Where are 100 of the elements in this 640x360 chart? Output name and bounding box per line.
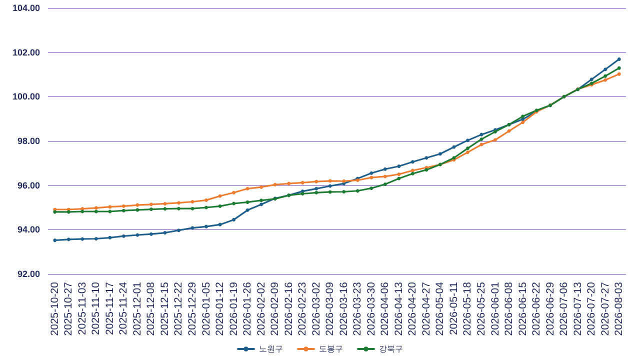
point [370,176,374,180]
point [204,206,208,210]
x-tick-label: 2025-12-01 [131,282,144,336]
point [190,200,194,204]
point [521,120,525,124]
point [410,168,414,172]
legend-label: 도봉구 [319,344,343,354]
x-tick-label: 2026-07-13 [572,282,584,336]
point [397,172,401,176]
x-tick-label: 2026-06-01 [489,282,502,336]
point [260,202,264,206]
point [604,74,608,78]
point [466,138,470,142]
x-tick-label: 2026-04-13 [392,282,405,336]
y-tick-label: 92.00 [17,269,40,279]
point [246,200,250,204]
point [136,208,140,212]
point [424,156,428,160]
x-tick-label: 2026-01-05 [200,282,212,336]
point [176,201,180,205]
point [287,182,291,186]
point [218,204,222,208]
point [328,184,332,188]
x-tick-label: 2026-06-08 [503,282,516,336]
point [176,228,180,232]
point [190,206,194,210]
point [232,190,236,194]
x-tick-label: 2026-03-02 [310,282,322,336]
point [122,208,126,212]
point [66,238,70,242]
point [273,182,277,186]
point [356,189,360,193]
point [438,152,442,156]
x-tick-label: 2026-01-12 [214,282,226,336]
x-tick-label: 2026-02-16 [282,282,295,336]
point [370,186,374,190]
x-tick-label: 2026-04-20 [406,282,419,336]
point [383,167,387,171]
y-tick-label: 94.00 [17,224,40,235]
x-tick-label: 2026-05-25 [476,282,488,336]
x-tick-label: 2026-05-18 [462,282,474,336]
point [94,237,98,241]
point [342,179,346,183]
x-tick-label: 2026-07-20 [586,282,598,336]
point [176,206,180,210]
point [466,150,470,154]
x-tick-label: 2026-01-19 [228,282,240,336]
point [204,224,208,228]
point [122,204,126,208]
x-tick-label: 2025-12-15 [158,282,171,336]
point [108,236,112,240]
point [383,182,387,186]
point [94,210,98,214]
point [617,72,621,76]
point [80,237,84,241]
point [108,205,112,209]
point [494,138,498,142]
point [397,164,401,168]
x-tick-label: 2025-12-08 [145,282,158,336]
x-tick-label: 2025-11-24 [118,282,130,335]
point [397,176,401,180]
point [122,234,126,238]
x-tick-label: 2026-04-27 [420,282,432,336]
point [149,208,153,212]
x-tick-label: 2026-06-15 [516,282,529,336]
point [370,171,374,175]
point [466,146,470,150]
x-tick-label: 2026-07-06 [558,282,570,336]
point [94,206,98,210]
point [136,203,140,207]
point [300,180,304,184]
y-tick-label: 100.00 [12,92,40,102]
point [232,218,236,222]
point [328,190,332,194]
point [53,238,57,242]
point [410,160,414,164]
x-tick-label: 2026-01-26 [242,282,254,336]
legend-label: 강북구 [379,344,403,354]
x-tick-label: 2025-11-17 [104,282,116,335]
x-tick-label: 2026-05-04 [434,282,446,336]
point [328,179,332,183]
y-tick-label: 96.00 [17,180,40,190]
y-tick-label: 102.00 [12,47,40,58]
x-tick-label: 2026-06-29 [544,282,556,336]
point [424,168,428,172]
point [260,185,264,189]
point [149,202,153,206]
x-tick-label: 2026-04-06 [379,282,392,336]
point [314,186,318,190]
x-tick-label: 2026-03-09 [324,282,336,336]
x-tick-label: 2026-08-03 [613,282,626,336]
point [617,57,621,61]
x-tick-label: 2026-02-09 [269,282,282,336]
point [590,78,594,82]
point [163,202,167,206]
point [300,192,304,196]
point [246,186,250,190]
x-tick-label: 2025-12-22 [172,282,185,336]
point [163,231,167,235]
point [232,202,236,206]
